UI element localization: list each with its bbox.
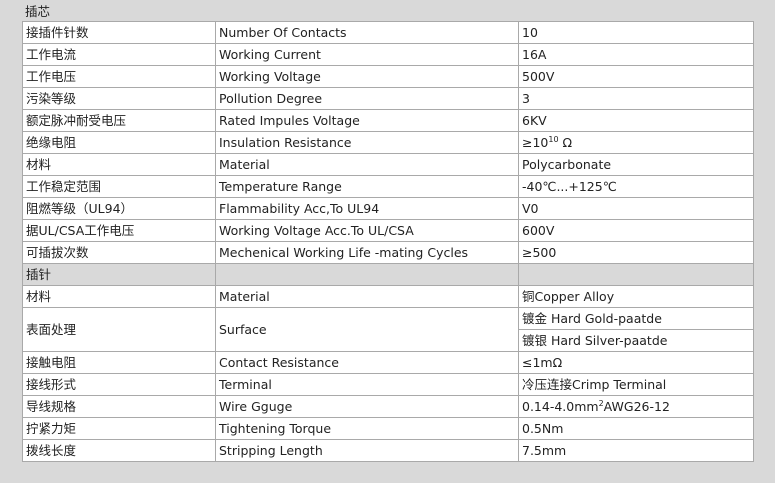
table-row: 镀银 Hard Silver-paatde xyxy=(23,329,754,352)
table-row: 工作电压 Working Voltage 500V xyxy=(22,65,754,88)
table-row: 接插件针数 Number Of Contacts 10 xyxy=(22,21,754,44)
en-label: Number Of Contacts xyxy=(215,21,519,44)
value: 3 xyxy=(518,87,754,110)
value: 0.5Nm xyxy=(518,417,754,440)
cn-label: 工作电压 xyxy=(22,65,216,88)
en-label: Mechenical Working Life -mating Cycles xyxy=(215,241,519,264)
cn-label: 工作电流 xyxy=(22,43,216,66)
table-row: 接触电阻 Contact Resistance ≤1mΩ xyxy=(22,351,754,374)
table-row: 污染等级 Pollution Degree 3 xyxy=(22,87,754,110)
value: 镀银 Hard Silver-paatde xyxy=(518,329,754,352)
cn-label: 表面处理 xyxy=(22,307,216,352)
table-row: 额定脉冲耐受电压 Rated Impules Voltage 6KV xyxy=(22,109,754,132)
table-row: 拨线长度 Stripping Length 7.5mm xyxy=(22,439,754,462)
table-row: 材料 Material 铜Copper Alloy xyxy=(22,285,754,308)
value-text: ≥10 xyxy=(522,134,549,150)
value: 0.14-4.0mm2AWG26-12 xyxy=(518,395,754,418)
cn-label: 额定脉冲耐受电压 xyxy=(22,109,216,132)
cn-label: 接触电阻 xyxy=(22,351,216,374)
cn-label: 材料 xyxy=(22,153,216,176)
section-title-core: 插芯 xyxy=(25,4,51,19)
cn-label: 材料 xyxy=(22,285,216,308)
cn-label: 绝缘电阻 xyxy=(22,131,216,154)
en-label: Material xyxy=(215,153,519,176)
cn-label: 污染等级 xyxy=(22,87,216,110)
value-text: 0.14-4.0mm xyxy=(522,398,599,414)
value: Polycarbonate xyxy=(518,153,754,176)
value: 10 xyxy=(518,21,754,44)
en-label: Temperature Range xyxy=(215,175,519,198)
value: ≥1010 Ω xyxy=(518,131,754,154)
cn-label: 拨线长度 xyxy=(22,439,216,462)
value-text: Ω xyxy=(558,134,573,150)
value: 镀金 Hard Gold-paatde xyxy=(518,307,754,330)
en-label: Wire Gguge xyxy=(215,395,519,418)
table-row: 导线规格 Wire Gguge 0.14-4.0mm2AWG26-12 xyxy=(22,395,754,418)
value: ≥500 xyxy=(518,241,754,264)
empty-cell xyxy=(215,263,519,286)
table-row: 可插拔次数 Mechenical Working Life -mating Cyc… xyxy=(22,241,754,264)
value: ≤1mΩ xyxy=(518,351,754,374)
empty-cell xyxy=(518,263,754,286)
value: 500V xyxy=(518,65,754,88)
value: V0 xyxy=(518,197,754,220)
section-title-pin: 插针 xyxy=(22,263,216,286)
table-row: 绝缘电阻 Insulation Resistance ≥1010 Ω xyxy=(22,131,754,154)
en-label: Rated Impules Voltage xyxy=(215,109,519,132)
table-row: 接线形式 Terminal 冷压连接Crimp Terminal xyxy=(22,373,754,396)
en-label: Insulation Resistance xyxy=(215,131,519,154)
value: 600V xyxy=(518,219,754,242)
table-row: 阻燃等级（UL94） Flammability Acc,To UL94 V0 xyxy=(22,197,754,220)
en-label: Tightening Torque xyxy=(215,417,519,440)
cn-label: 可插拔次数 xyxy=(22,241,216,264)
table-row: 表面处理 Surface 镀金 Hard Gold-paatde xyxy=(22,307,754,352)
cn-label: 据UL/CSA工作电压 xyxy=(22,219,216,242)
en-label: Stripping Length xyxy=(215,439,519,462)
cn-label: 阻燃等级（UL94） xyxy=(22,197,216,220)
value: 16A xyxy=(518,43,754,66)
en-label: Working Voltage Acc.To UL/CSA xyxy=(215,219,519,242)
superscript: 10 xyxy=(548,134,559,144)
cn-label: 工作稳定范围 xyxy=(22,175,216,198)
en-label: Working Voltage xyxy=(215,65,519,88)
cn-label: 接插件针数 xyxy=(22,21,216,44)
section-header-pin: 插针 xyxy=(22,263,754,286)
en-label: Terminal xyxy=(215,373,519,396)
superscript: 2 xyxy=(598,398,604,408)
cn-label: 导线规格 xyxy=(22,395,216,418)
spec-table: 接插件针数 Number Of Contacts 10 工作电流 Working Cur… xyxy=(22,21,754,462)
cn-label: 接线形式 xyxy=(22,373,216,396)
value: 铜Copper Alloy xyxy=(518,285,754,308)
value-text: AWG26-12 xyxy=(603,398,670,414)
en-label: Material xyxy=(215,285,519,308)
table-row: 据UL/CSA工作电压 Working Voltage Acc.To UL/CSA… xyxy=(22,219,754,242)
table-row: 拧紧力矩 Tightening Torque 0.5Nm xyxy=(22,417,754,440)
en-label: Flammability Acc,To UL94 xyxy=(215,197,519,220)
value: 冷压连接Crimp Terminal xyxy=(518,373,754,396)
en-label: Contact Resistance xyxy=(215,351,519,374)
table-row: 材料 Material Polycarbonate xyxy=(22,153,754,176)
en-label: Pollution Degree xyxy=(215,87,519,110)
table-row: 工作电流 Working Current 16A xyxy=(22,43,754,66)
table-row: 工作稳定范围 Temperature Range -40℃...+125℃ xyxy=(22,175,754,198)
value: 6KV xyxy=(518,109,754,132)
en-label: Surface xyxy=(215,307,519,352)
value: 7.5mm xyxy=(518,439,754,462)
cn-label: 拧紧力矩 xyxy=(22,417,216,440)
value: -40℃...+125℃ xyxy=(518,175,754,198)
en-label: Working Current xyxy=(215,43,519,66)
